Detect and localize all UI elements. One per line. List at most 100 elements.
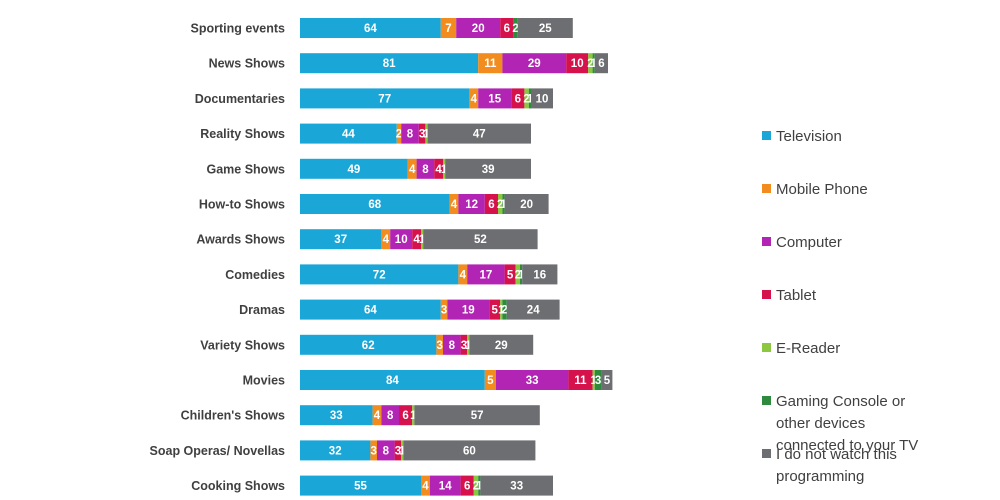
bar-segment-mobile-phone (449, 194, 459, 214)
data-label: 4 (435, 164, 442, 176)
bar-segment-television (300, 334, 437, 355)
data-label: 10 (536, 93, 549, 105)
bar-segment-television (300, 475, 421, 496)
bar-segment-i-do-not-watch-this-prog (506, 299, 560, 320)
data-label: 1 (498, 305, 505, 317)
bar-segment-tablet (434, 158, 443, 179)
data-label: 24 (527, 305, 540, 317)
bar-segment-computer (377, 440, 395, 461)
legend-label: E-Reader (776, 340, 840, 357)
bar-segment-mobile-phone (469, 88, 479, 109)
bar-segment-television (300, 194, 450, 214)
data-label: 19 (462, 305, 475, 317)
data-label: 6 (515, 93, 521, 105)
bar-segment-computer (467, 264, 505, 285)
bar-segment-tablet (504, 264, 516, 285)
data-label: 1 (590, 58, 597, 70)
data-label: 4 (451, 199, 458, 211)
bar-segment-television (300, 264, 459, 285)
bar-row-movies: Movies 84 5 33 11 13 5 (243, 370, 613, 390)
bar-segment-gaming-console-or-other- (592, 53, 595, 74)
bar-segment-e-reader (421, 229, 424, 250)
data-label: 3 (436, 340, 442, 352)
data-label: 29 (495, 340, 508, 352)
bar-row-dramas: Dramas 64 3 19 5 12 24 (239, 299, 560, 320)
bar-segment-e-reader (425, 123, 428, 144)
bar-segment-i-do-not-watch-this-prog (469, 334, 534, 355)
legend-label: Television (776, 128, 842, 145)
bar-segment-mobile-phone (370, 440, 377, 461)
category-label: News Shows (209, 57, 285, 71)
bar-segment-e-reader (401, 440, 404, 461)
data-label: 3 (370, 445, 376, 457)
data-label: 72 (373, 269, 386, 281)
data-label: 4 (413, 234, 420, 246)
category-label: Movies (243, 374, 285, 388)
bar-segment-tablet (412, 229, 421, 250)
legend-swatch (762, 237, 771, 246)
legend-item-e-reader: E-Reader (762, 340, 840, 357)
data-label: 6 (504, 23, 510, 35)
data-label: 1 (476, 481, 483, 493)
data-label: 3 (461, 340, 467, 352)
data-label: 1 (500, 199, 507, 211)
data-label: 6 (402, 410, 408, 422)
category-label: Variety Shows (200, 338, 285, 352)
data-label: 17 (480, 269, 493, 281)
data-label: 1 (590, 375, 597, 387)
bar-row-soap-operas-novellas: Soap Operas/ Novellas 32 3 8 31 60 (150, 440, 536, 461)
data-label: 12 (465, 199, 478, 211)
data-label: 64 (364, 23, 377, 35)
category-label: Children's Shows (181, 409, 285, 423)
data-label: 6 (598, 58, 604, 70)
bar-segment-television (300, 88, 470, 109)
bar-segment-computer (416, 158, 435, 179)
data-label: 1 (423, 129, 430, 141)
bar-segment-mobile-phone (440, 18, 457, 38)
bar-segment-i-do-not-watch-this-prog (414, 405, 540, 426)
data-label: 1 (419, 234, 426, 246)
data-label: 2 (587, 58, 593, 70)
bar-segment-mobile-phone (407, 158, 417, 179)
category-label: Documentaries (195, 92, 285, 106)
bar-segment-e-reader (592, 370, 595, 390)
data-label: 11 (574, 375, 587, 387)
data-label: 1 (399, 445, 406, 457)
data-label: 3 (395, 445, 401, 457)
bar-segment-television (300, 123, 397, 144)
data-label: 25 (539, 23, 552, 35)
bar-segment-computer (447, 299, 490, 320)
legend-swatch (762, 131, 771, 140)
data-label: 33 (510, 481, 523, 493)
bar-segment-tablet (511, 88, 525, 109)
bar-segment-e-reader (498, 194, 503, 214)
bar-segment-gaming-console-or-other- (594, 370, 602, 390)
data-label: 10 (571, 58, 584, 70)
legend-label: Tablet (776, 287, 817, 304)
data-label: 57 (471, 410, 484, 422)
legend-item-i-do-not-watch-this-prog: I do not watch this programming (762, 446, 897, 485)
data-label: 77 (378, 93, 391, 105)
bar-segment-tablet (489, 299, 501, 320)
data-label: 47 (473, 129, 486, 141)
legend-item-television: Television (762, 128, 842, 145)
bar-segment-computer (390, 229, 413, 250)
bar-segment-tablet (460, 334, 468, 355)
data-label: 39 (482, 164, 495, 176)
bar-segment-computer (478, 88, 512, 109)
legend-swatch (762, 449, 771, 458)
bar-segment-mobile-phone (484, 370, 496, 390)
bar-segment-television (300, 405, 373, 426)
legend-item-tablet: Tablet (762, 287, 817, 304)
category-label: Awards Shows (196, 233, 285, 247)
bar-segment-television (300, 440, 371, 461)
data-label: 52 (474, 234, 487, 246)
bar-segment-computer (401, 123, 419, 144)
data-label: 55 (354, 481, 367, 493)
bar-segment-mobile-phone (440, 299, 448, 320)
bar-segment-i-do-not-watch-this-prog (594, 53, 608, 74)
legend-swatch (762, 290, 771, 299)
data-label: 1 (527, 93, 534, 105)
data-label: 62 (362, 340, 375, 352)
bar-row-game-shows: Game Shows 49 4 8 4 1 39 (207, 158, 531, 179)
